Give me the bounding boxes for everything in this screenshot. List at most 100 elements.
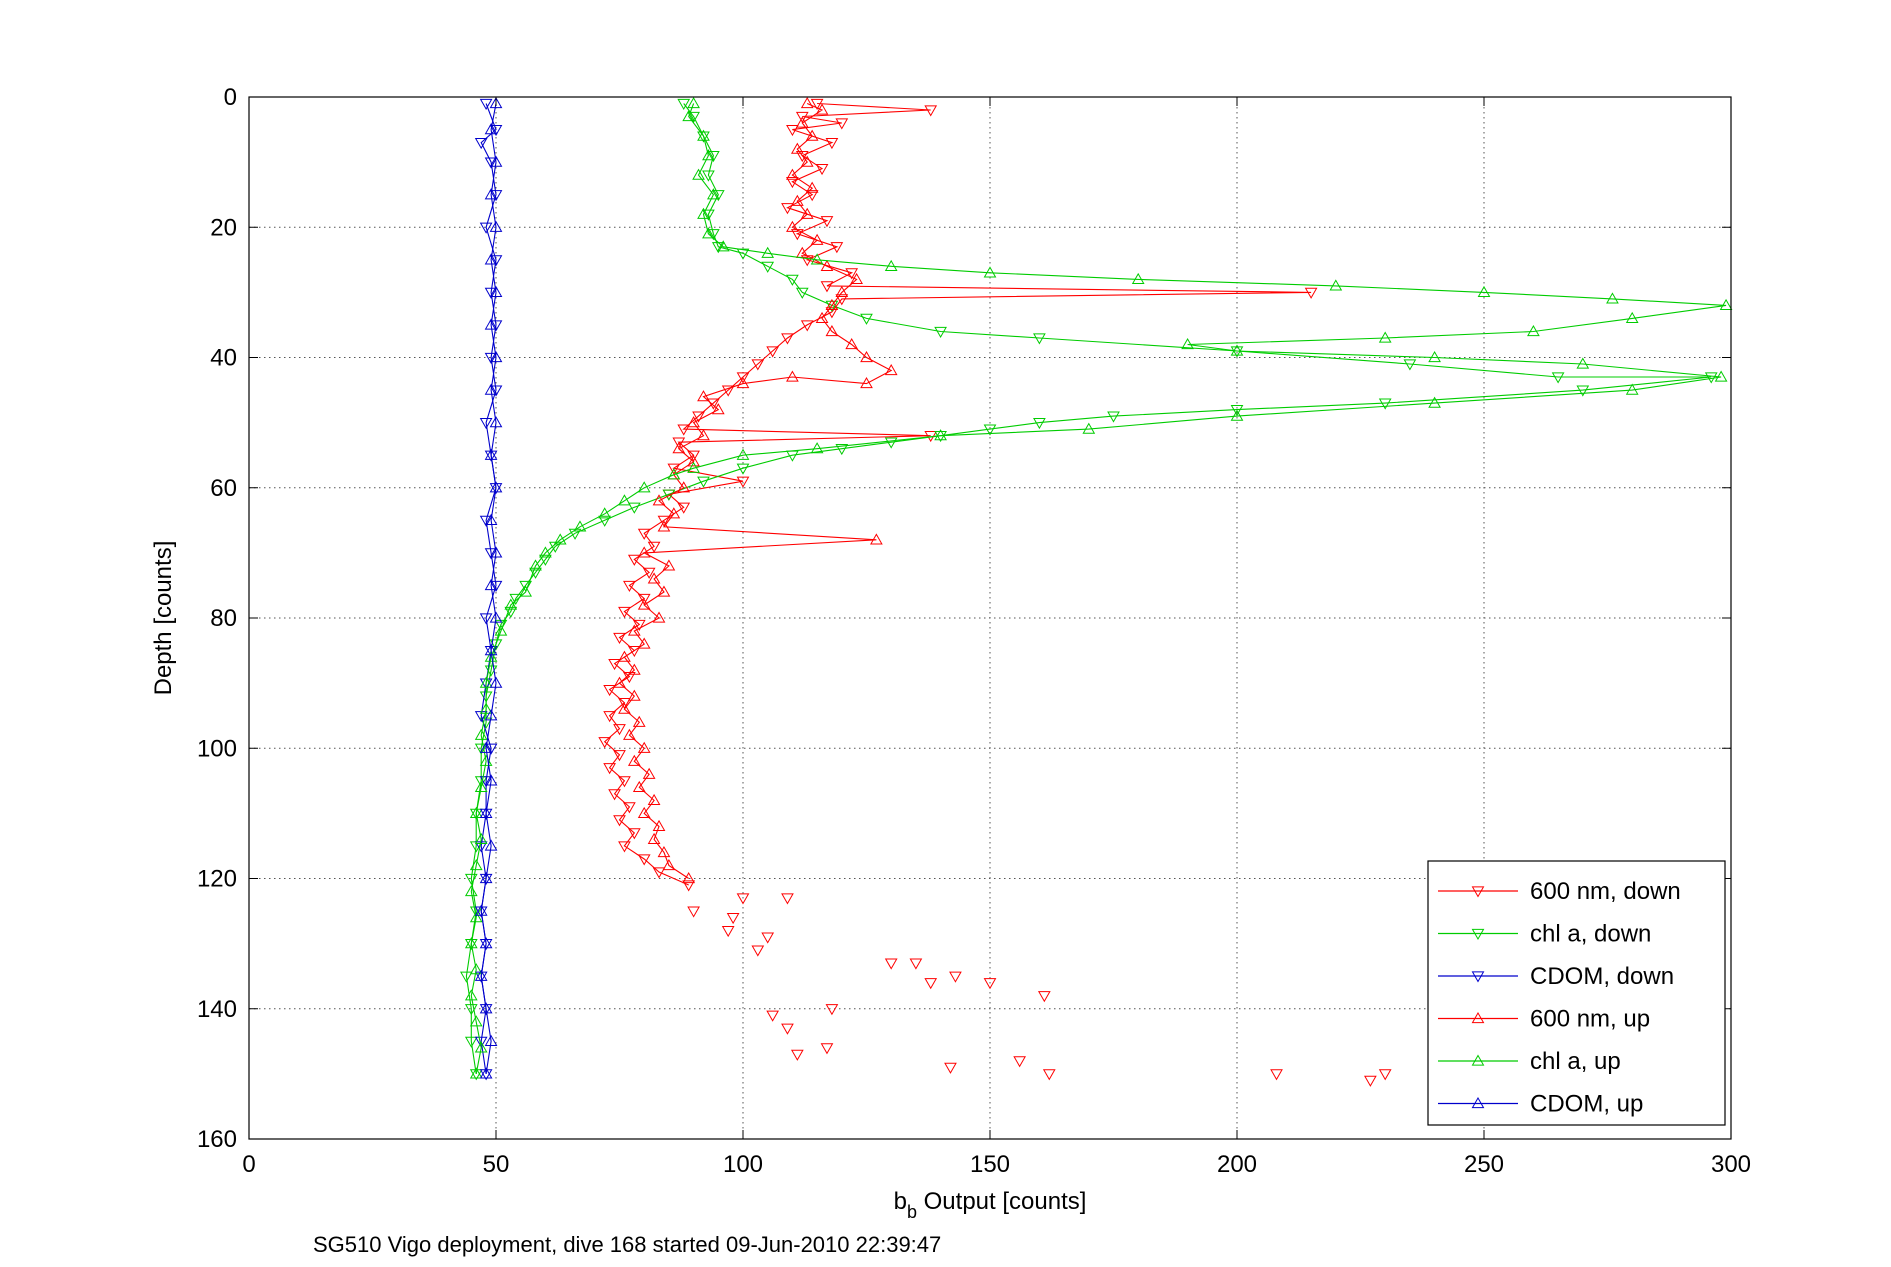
data-point: [850, 272, 863, 284]
data-point: [484, 352, 498, 365]
series-line: [603, 102, 1312, 886]
data-point: [1428, 396, 1441, 408]
data-point: [1033, 333, 1046, 345]
data-point: [479, 1004, 493, 1016]
data-point: [484, 448, 498, 460]
data-point: [1378, 331, 1392, 343]
data-point: [484, 450, 498, 462]
data-point: [484, 650, 498, 662]
data-point: [613, 750, 626, 762]
series-0: [598, 98, 1318, 892]
y-tick-label: 140: [197, 996, 237, 1023]
data-point: [484, 157, 498, 169]
data-point: [1576, 357, 1590, 369]
y-tick-label: 80: [210, 605, 237, 632]
data-point: [702, 209, 715, 221]
data-point: [489, 255, 503, 267]
data-point: [618, 606, 631, 618]
data-point: [529, 559, 542, 571]
data-point: [479, 1002, 493, 1014]
data-point: [642, 567, 656, 579]
data-point: [835, 285, 849, 297]
data-point: [627, 624, 641, 636]
data-point: [909, 958, 923, 970]
data-point: [884, 259, 898, 271]
data-point: [598, 515, 612, 527]
legend-marker: [1471, 928, 1485, 941]
data-point: [736, 448, 750, 460]
y-tick-label: 160: [197, 1126, 237, 1153]
data-point: [687, 97, 700, 109]
legend-label: CDOM, up: [1530, 1091, 1643, 1118]
data-point: [810, 233, 824, 245]
data-point: [860, 377, 873, 389]
data-point: [721, 925, 735, 938]
data-point: [1304, 287, 1318, 299]
data-point: [983, 424, 997, 436]
data-point: [479, 613, 493, 625]
data-point: [711, 190, 725, 202]
data-point: [484, 743, 498, 755]
data-point: [944, 1062, 957, 1074]
data-point: [459, 971, 473, 983]
data-point: [479, 939, 493, 951]
data-point: [1576, 385, 1590, 397]
data-point: [786, 124, 799, 137]
series-3: [613, 97, 898, 884]
data-point: [706, 150, 720, 163]
data-point: [647, 572, 661, 584]
data-point: [736, 377, 750, 389]
data-point: [474, 780, 488, 792]
x-tick-label: 250: [1464, 1151, 1504, 1178]
data-point: [781, 203, 794, 215]
data-point: [835, 444, 849, 456]
data-point: [618, 698, 631, 710]
data-point: [652, 867, 666, 879]
data-point: [613, 815, 626, 827]
data-point: [790, 194, 804, 206]
data-point: [1625, 311, 1639, 324]
data-point: [474, 904, 488, 916]
data-point: [815, 103, 829, 115]
data-point: [736, 372, 750, 384]
data-point: [815, 164, 829, 176]
data-point: [800, 97, 814, 109]
data-point: [539, 554, 552, 566]
data-point: [489, 124, 503, 137]
data-point: [781, 333, 794, 345]
data-point: [761, 246, 775, 258]
data-point: [924, 105, 938, 117]
data-point: [825, 298, 839, 311]
data-point: [924, 978, 938, 990]
data-point: [672, 437, 686, 449]
data-point: [618, 841, 631, 853]
data-point: [618, 702, 631, 714]
y-axis-label: Depth [counts]: [150, 541, 177, 696]
data-point: [627, 554, 641, 566]
data-point: [484, 1034, 498, 1046]
data-point: [825, 300, 839, 312]
data-point: [627, 754, 641, 766]
data-point: [1181, 337, 1194, 350]
data-point: [608, 658, 621, 671]
data-point: [489, 546, 503, 558]
data-point: [469, 806, 483, 818]
x-tick-label: 150: [970, 1151, 1010, 1178]
data-point: [632, 780, 646, 792]
data-point: [1378, 1069, 1392, 1081]
data-point: [469, 1015, 483, 1027]
data-point: [830, 242, 844, 254]
data-point: [1477, 285, 1491, 297]
data-point: [474, 906, 488, 918]
data-point: [662, 489, 676, 501]
data-point: [627, 663, 641, 675]
data-point: [598, 737, 612, 749]
data-point: [884, 958, 898, 970]
data-point: [479, 678, 493, 690]
data-point: [825, 324, 839, 337]
ticks: 0 50 100 150 200 250 300 0 20 40 60 80 100 120 140 160: [197, 84, 1751, 1178]
data-point: [657, 845, 671, 858]
data-point: [1082, 422, 1096, 434]
data-point: [479, 871, 493, 884]
data-point: [1230, 409, 1244, 421]
